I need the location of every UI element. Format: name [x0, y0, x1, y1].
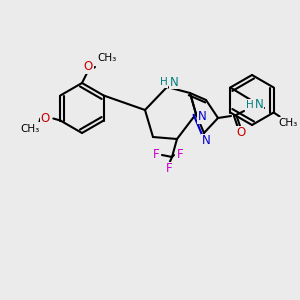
Text: CH₃: CH₃	[278, 118, 297, 128]
Text: N: N	[255, 98, 263, 112]
Text: O: O	[236, 127, 246, 140]
Text: N: N	[198, 110, 206, 124]
Text: N: N	[169, 76, 178, 88]
Text: CH₃: CH₃	[98, 53, 117, 63]
Text: O: O	[83, 59, 93, 73]
Text: N: N	[202, 134, 210, 148]
Text: O: O	[41, 112, 50, 125]
Text: CH₃: CH₃	[21, 124, 40, 134]
Text: H: H	[246, 100, 254, 110]
Text: F: F	[166, 163, 172, 176]
Text: H: H	[160, 77, 168, 87]
Text: F: F	[153, 148, 159, 161]
Text: F: F	[177, 148, 183, 161]
